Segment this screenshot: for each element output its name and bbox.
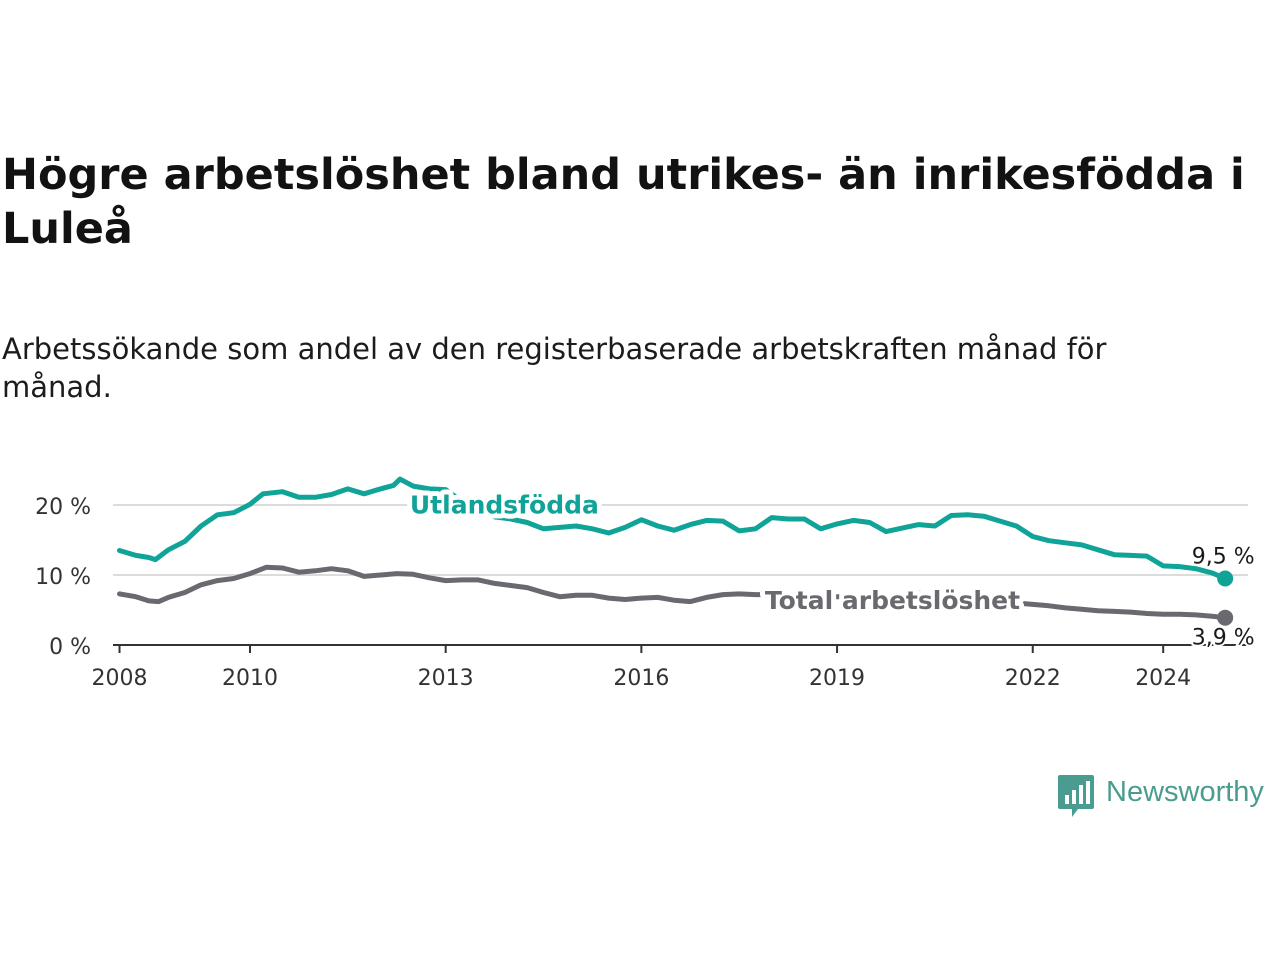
end-point-total-arbetsl-shet: [1217, 609, 1234, 626]
chart-subtitle: Arbetssökande som andel av den registerb…: [2, 332, 1107, 404]
series: [117, 476, 1234, 626]
brand-name: Newsworthy: [1106, 776, 1264, 808]
end-value-label: 9,5 %: [1192, 545, 1255, 570]
page-title: Högre arbetslöshet bland utrikes- än inr…: [2, 150, 1245, 254]
x-tick-label: 2008: [92, 666, 148, 691]
newsworthy-logo[interactable]: Newsworthy: [1058, 772, 1278, 820]
series-line-total-arbetsl-shet: [117, 564, 1228, 621]
line-chart: 0 %10 %20 %2008 2010 2013 2016 2019 2022 2024 …: [35, 476, 1257, 691]
y-tick-label: 20 %: [35, 495, 91, 520]
end-value-label: 3,9 %: [1192, 626, 1255, 651]
x-tick-label: 2013: [418, 666, 474, 691]
labels: 9,5 % 3,9 % Utlandsfödda Total arbetslöshet: [405, 485, 1257, 652]
series-annotation: Utlandsfödda: [410, 490, 599, 519]
bar-chart-speech-icon: [1058, 775, 1094, 817]
y-tick-label: 0 %: [49, 635, 91, 660]
y-tick-label: 10 %: [35, 565, 91, 590]
series-line-utlandsf-dda: [117, 476, 1228, 581]
x-tick-label: 2010: [222, 666, 278, 691]
x-tick-label: 2016: [613, 666, 669, 691]
end-point-utlandsf-dda: [1217, 570, 1234, 587]
x-tick-label: 2019: [809, 666, 865, 691]
x-tick-label: 2024: [1135, 666, 1191, 691]
x-tick-label: 2022: [1005, 666, 1061, 691]
axes: 0 % 10 % 20 % 2008 2010 2013 2016 2019 2022 2024: [35, 495, 1248, 691]
grid: [113, 504, 1248, 576]
series-annotation: Total arbetslöshet: [765, 586, 1020, 615]
